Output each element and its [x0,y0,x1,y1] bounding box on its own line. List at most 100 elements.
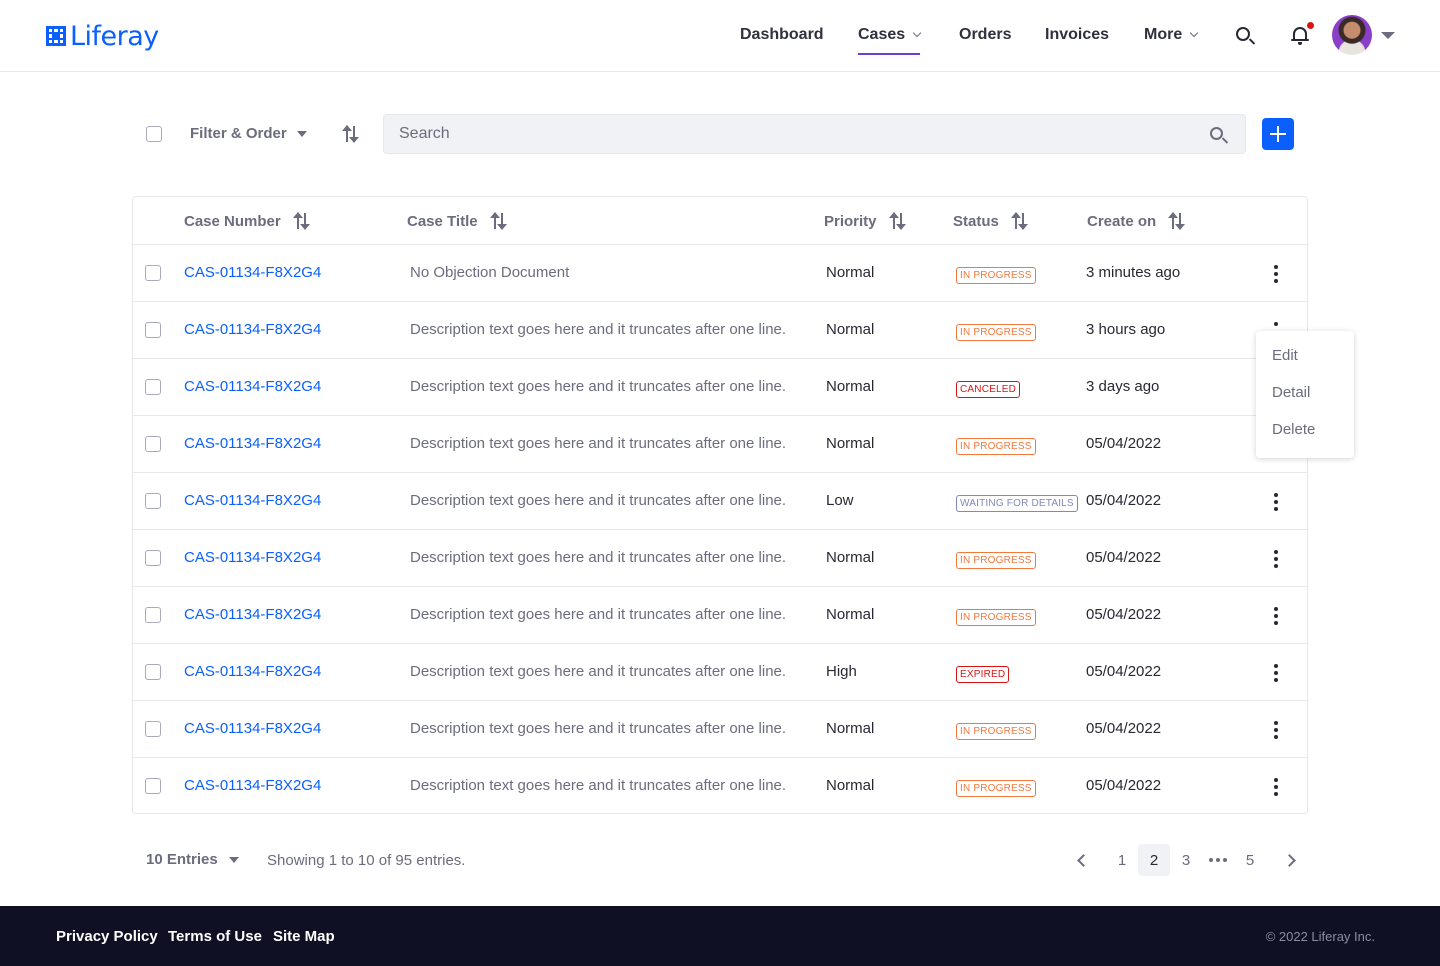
row-actions-kebab-icon[interactable] [1274,607,1278,625]
case-created-on: 05/04/2022 [1086,663,1162,680]
case-number-link[interactable]: CAS-01134-F8X2G4 [184,492,322,509]
search-icon [1236,27,1250,41]
row-actions-kebab-icon[interactable] [1274,664,1278,682]
footer: Privacy Policy Terms of Use Site Map © 2… [0,906,1440,966]
row-checkbox[interactable] [145,778,161,794]
page-ellipsis[interactable] [1202,844,1234,876]
row-actions-kebab-icon[interactable] [1274,322,1278,326]
case-number-link[interactable]: CAS-01134-F8X2G4 [184,264,322,281]
column-header-status[interactable]: Status [953,212,1029,230]
next-page-button[interactable] [1275,844,1307,876]
add-case-button[interactable] [1262,118,1294,150]
row-checkbox[interactable] [145,265,161,281]
nav-more-label: More [1144,26,1183,43]
select-all-checkbox[interactable] [146,126,162,142]
column-header-created[interactable]: Create on [1087,212,1186,230]
case-title: No Objection Document [410,264,570,281]
row-actions-kebab-icon[interactable] [1274,721,1278,739]
nav-dashboard[interactable]: Dashboard [740,26,824,44]
row-checkbox[interactable] [145,721,161,737]
liferay-logo[interactable]: Liferay [46,20,159,52]
sort-order-button[interactable] [342,125,360,143]
row-checkbox[interactable] [145,664,161,680]
nav-cases[interactable]: Cases [858,26,922,55]
row-actions-kebab-icon[interactable] [1274,778,1278,796]
case-number-link[interactable]: CAS-01134-F8X2G4 [184,549,322,566]
row-checkbox[interactable] [145,436,161,452]
user-menu-caret-icon[interactable] [1381,32,1395,39]
status-badge: IN PROGRESS [956,723,1036,740]
notifications-button[interactable] [1291,22,1314,45]
brand-name: Liferay [70,20,159,52]
sort-icon [888,212,907,230]
user-avatar[interactable] [1332,15,1372,55]
row-actions-kebab-icon[interactable] [1274,265,1278,283]
row-checkbox[interactable] [145,322,161,338]
filter-order-label: Filter & Order [190,125,287,142]
row-actions-kebab-icon[interactable] [1274,550,1278,568]
search-input[interactable] [384,115,1245,153]
liferay-logo-icon [46,26,66,46]
notification-dot [1307,22,1314,29]
table-row[interactable]: CAS-01134-F8X2G4 Description text goes he… [133,758,1307,815]
row-checkbox[interactable] [145,607,161,623]
case-number-link[interactable]: CAS-01134-F8X2G4 [184,378,322,395]
table-row[interactable]: CAS-01134-F8X2G4 No Objection Document Nor… [133,245,1307,302]
row-checkbox[interactable] [145,550,161,566]
page-button-3[interactable]: 3 [1181,851,1191,869]
header-search-button[interactable] [1236,27,1250,41]
nav-orders[interactable]: Orders [959,26,1011,44]
previous-page-button[interactable] [1065,844,1097,876]
column-header-case-number[interactable]: Case Number [184,212,311,230]
table-row[interactable]: CAS-01134-F8X2G4 Description text goes he… [133,530,1307,587]
menu-item-detail[interactable]: Detail [1272,384,1311,401]
status-cell: IN PROGRESS [956,721,1036,740]
case-number-link[interactable]: CAS-01134-F8X2G4 [184,435,322,452]
entries-per-page-dropdown[interactable]: 10 Entries [146,851,239,868]
footer-link-privacy-policy[interactable]: Privacy Policy [56,928,158,945]
case-title: Description text goes here and it trunca… [410,321,787,338]
table-row[interactable]: CAS-01134-F8X2G4 Description text goes he… [133,587,1307,644]
menu-item-edit[interactable]: Edit [1272,347,1298,364]
status-cell: IN PROGRESS [956,778,1036,797]
case-created-on: 3 minutes ago [1086,264,1181,281]
nav-more[interactable]: More [1144,26,1199,44]
table-row[interactable]: CAS-01134-F8X2G4 Description text goes he… [133,473,1307,530]
column-header-case-title[interactable]: Case Title [407,212,508,230]
case-number-link[interactable]: CAS-01134-F8X2G4 [184,663,322,680]
page-button-5[interactable]: 5 [1245,851,1255,869]
column-label: Status [953,212,999,230]
menu-item-delete[interactable]: Delete [1272,421,1316,438]
case-created-on: 05/04/2022 [1086,549,1162,566]
case-priority: Normal [826,549,875,566]
nav-orders-label: Orders [959,26,1012,43]
search-icon[interactable] [1210,127,1223,140]
row-checkbox[interactable] [145,379,161,395]
table-row[interactable]: CAS-01134-F8X2G4 Description text goes he… [133,302,1307,359]
case-number-link[interactable]: CAS-01134-F8X2G4 [184,321,322,338]
case-number-link[interactable]: CAS-01134-F8X2G4 [184,606,322,623]
case-title: Description text goes here and it trunca… [410,663,787,680]
footer-link-terms-of-use[interactable]: Terms of Use [168,928,262,945]
footer-link-site-map[interactable]: Site Map [273,928,335,945]
case-priority: Normal [826,264,875,281]
table-row[interactable]: CAS-01134-F8X2G4 Description text goes he… [133,644,1307,701]
nav-dashboard-label: Dashboard [740,26,824,43]
page-button-2[interactable]: 2 [1138,844,1170,876]
filter-order-dropdown[interactable]: Filter & Order [190,125,307,142]
case-number-link[interactable]: CAS-01134-F8X2G4 [184,720,322,737]
nav-invoices[interactable]: Invoices [1045,26,1109,44]
caret-down-icon [228,856,239,863]
table-row[interactable]: CAS-01134-F8X2G4 Description text goes he… [133,701,1307,758]
case-number-link[interactable]: CAS-01134-F8X2G4 [184,777,322,794]
status-cell: IN PROGRESS [956,550,1036,569]
table-row[interactable]: CAS-01134-F8X2G4 Description text goes he… [133,416,1307,473]
case-created-on: 05/04/2022 [1086,435,1162,452]
row-checkbox[interactable] [145,493,161,509]
column-header-priority[interactable]: Priority [824,212,907,230]
row-actions-kebab-icon[interactable] [1274,493,1278,511]
table-row[interactable]: CAS-01134-F8X2G4 Description text goes he… [133,359,1307,416]
page-button-1[interactable]: 1 [1117,851,1127,869]
sort-icon [1010,212,1029,230]
column-label: Create on [1087,212,1157,230]
